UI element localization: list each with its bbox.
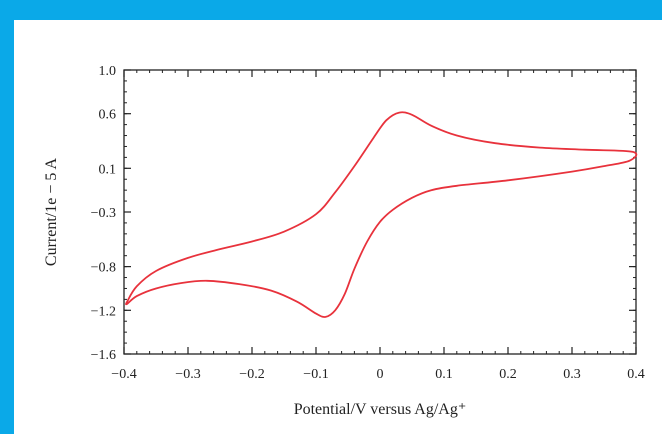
x-axis-label: Potential/V versus Ag/Ag⁺ xyxy=(294,401,467,418)
cv-curve xyxy=(125,111,638,318)
x-tick-label: 0.2 xyxy=(499,367,517,382)
x-tick-label: 0 xyxy=(377,367,384,382)
y-axis-label: Current/1e − 5 A xyxy=(43,158,60,267)
x-tick-label: 0.1 xyxy=(435,367,453,382)
x-tick-label: −0.3 xyxy=(175,367,200,382)
x-tick-label: 0.3 xyxy=(563,367,581,382)
y-tick-label: −1.2 xyxy=(91,304,116,319)
y-ticks: 1.0 0.6 0.1 −0.3 −0.8 −1.2 −1.6 xyxy=(91,64,636,363)
blue-frame-left xyxy=(0,0,14,434)
x-ticks: −0.4 −0.3 −0.2 −0.1 0 0.1 0.2 0.3 0.4 xyxy=(111,70,645,382)
y-tick-label: −0.8 xyxy=(91,261,116,276)
y-tick-label: 0.6 xyxy=(99,108,117,123)
blue-frame-top xyxy=(0,0,662,20)
minor-ticks xyxy=(123,69,637,355)
y-tick-label: 1.0 xyxy=(99,64,117,79)
y-tick-label: −0.3 xyxy=(91,206,116,221)
y-tick-label: −1.6 xyxy=(91,348,116,363)
x-tick-label: −0.4 xyxy=(111,367,136,382)
x-tick-label: 0.4 xyxy=(627,367,645,382)
plot-area xyxy=(123,69,637,355)
x-tick-label: −0.1 xyxy=(303,367,328,382)
x-tick-label: −0.2 xyxy=(239,367,264,382)
y-tick-label: 0.1 xyxy=(99,162,117,177)
